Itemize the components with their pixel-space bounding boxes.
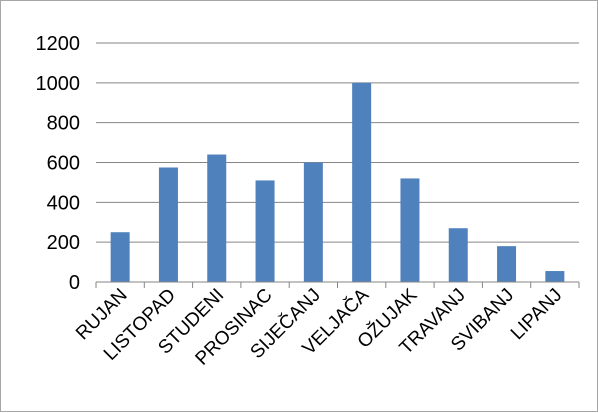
y-tick-label: 200	[47, 232, 80, 254]
bar-lipanj	[545, 271, 565, 282]
bar-siječanj	[303, 162, 323, 282]
y-tick-label: 1000	[36, 73, 81, 95]
y-tick-label: 800	[47, 113, 80, 135]
bar-listopad	[158, 167, 178, 282]
bars	[110, 82, 565, 282]
bar-prosinac	[255, 180, 275, 282]
y-tick-label: 1200	[36, 33, 81, 55]
bar-ožujak	[400, 178, 420, 282]
x-axis	[95, 281, 580, 288]
bar-studeni	[207, 154, 227, 282]
x-axis-category-labels: RUJANLISTOPADSTUDENIPROSINACSIJEČANJVELJ…	[72, 284, 566, 370]
bar-travanj	[448, 228, 468, 282]
y-axis-tick-labels: 0 200 400 600 800 1000 1200	[36, 33, 81, 294]
y-tick-label: 400	[47, 192, 80, 214]
y-tick-label: 0	[69, 272, 80, 294]
bar-veljača	[352, 82, 372, 282]
bar-svibanj	[497, 246, 517, 282]
x-category-label: LIPANJ	[507, 285, 566, 344]
y-tick-label: 600	[47, 153, 80, 175]
bar-rujan	[110, 232, 130, 282]
